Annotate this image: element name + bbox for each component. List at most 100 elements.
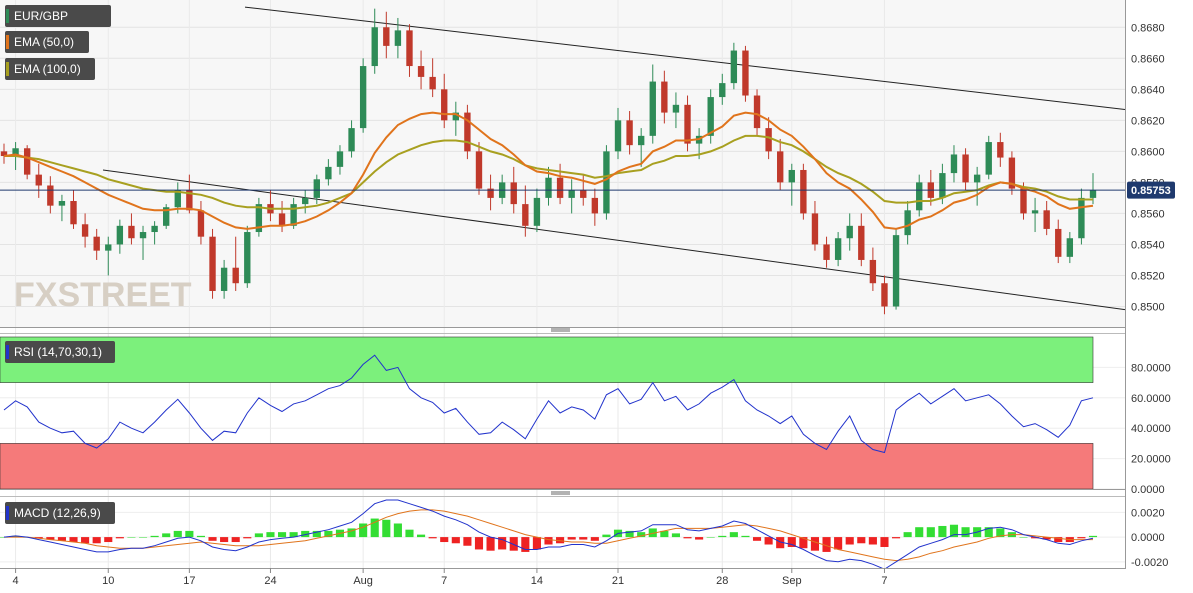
candle-body xyxy=(962,154,969,183)
macd-histogram-bar xyxy=(243,537,252,539)
legend-tag-ema50[interactable]: EMA (50,0) xyxy=(5,31,89,53)
x-tick-label: 4 xyxy=(13,575,19,587)
rsi-oversold-zone xyxy=(0,443,1094,490)
candle-body xyxy=(904,210,911,236)
macd-signal-line xyxy=(4,509,1093,562)
candle-body xyxy=(70,201,77,225)
legend-label-ema50: EMA (50,0) xyxy=(14,35,74,49)
candle-body xyxy=(1020,188,1027,214)
macd-histogram-bar xyxy=(903,532,912,538)
macd-histogram-bar xyxy=(845,537,854,545)
candle-body xyxy=(742,50,749,96)
x-axis-labels: 4 10 17 24 Aug 7 14 21 28 Sep 7 xyxy=(13,568,888,587)
macd-histogram-bar xyxy=(289,532,298,538)
macd-histogram-bar xyxy=(451,537,460,544)
candle-body xyxy=(139,232,147,239)
candle-body xyxy=(603,151,610,214)
macd-histogram-bar xyxy=(729,532,738,538)
y-tick-rsi: 80.0000 xyxy=(1131,362,1171,374)
candle-body xyxy=(336,151,344,167)
candle-body xyxy=(614,120,622,152)
watermark-logo: FXSTREET xyxy=(14,276,192,314)
candle-body xyxy=(522,204,529,226)
candle-body xyxy=(869,259,877,284)
candle-body xyxy=(811,213,819,245)
macd-histogram-bar xyxy=(926,527,935,538)
candle-body xyxy=(985,142,992,175)
candle-body xyxy=(1078,197,1085,239)
macd-histogram-bar xyxy=(671,533,680,538)
y-tick-macd: 0.0020 xyxy=(1131,507,1165,519)
candle-body xyxy=(846,225,853,239)
x-tick-label: Aug xyxy=(353,575,373,587)
candle-body xyxy=(220,267,228,291)
x-tick-label: 28 xyxy=(716,575,728,587)
macd-histogram-bar xyxy=(370,518,379,538)
macd-histogram-bar xyxy=(11,535,20,538)
candle-body xyxy=(973,174,981,183)
candle-body xyxy=(12,148,19,157)
macd-histogram-bar xyxy=(648,528,657,538)
x-tick-label: 7 xyxy=(881,575,887,587)
candle-body xyxy=(290,204,297,226)
candle-body xyxy=(487,188,494,198)
pane-resize-handle-2[interactable] xyxy=(551,491,570,495)
y-tick-price: 0.8660 xyxy=(1131,53,1165,65)
macd-histogram-bar xyxy=(822,537,831,552)
y-tick-macd: 0.0000 xyxy=(1131,532,1165,544)
x-tick-label: 21 xyxy=(612,575,624,587)
ema-lines xyxy=(3,111,1094,230)
trend-line xyxy=(102,169,1125,311)
candle-body xyxy=(626,120,633,146)
macd-histogram-bar xyxy=(104,537,113,543)
macd-histogram-bar xyxy=(417,534,426,538)
candle-body xyxy=(1089,190,1097,198)
macd-histogram-bar xyxy=(1031,537,1040,539)
candle-body xyxy=(359,66,367,129)
candle-body xyxy=(765,128,772,152)
macd-histogram-bar xyxy=(196,535,206,538)
pane-resize-handle-1[interactable] xyxy=(551,328,570,332)
y-tick-price: 0.8540 xyxy=(1131,239,1165,251)
y-tick-price: 0.8520 xyxy=(1131,270,1165,282)
candle-body xyxy=(1055,228,1062,257)
legend-tag-ema100[interactable]: EMA (100,0) xyxy=(5,58,95,80)
candle-body xyxy=(313,179,320,198)
candle-body xyxy=(394,30,402,46)
candle-body xyxy=(1031,210,1039,214)
macd-histogram-bar xyxy=(718,535,727,538)
macd-line xyxy=(3,499,1094,568)
candle-body xyxy=(163,207,170,226)
candle-body xyxy=(429,76,436,90)
candle-body xyxy=(209,236,216,291)
candle-body xyxy=(47,185,54,206)
macd-histogram xyxy=(0,518,1098,552)
trend-line xyxy=(244,6,1125,110)
macd-histogram-bar xyxy=(474,537,484,550)
macd-histogram-bar xyxy=(556,537,565,544)
candle-body xyxy=(533,197,541,226)
candle-body xyxy=(788,169,795,183)
macd-histogram-bar xyxy=(486,537,495,551)
macd-histogram-bar xyxy=(46,537,55,540)
candle-body xyxy=(255,204,263,233)
y-tick-price: 0.8500 xyxy=(1131,301,1165,313)
legend-label-rsi: RSI (14,70,30,1) xyxy=(14,345,102,359)
candle-body xyxy=(858,225,865,260)
macd-histogram-bar xyxy=(880,537,889,547)
candle-body xyxy=(0,151,8,157)
candle-body xyxy=(151,225,158,233)
legend-tag-macd[interactable]: MACD (12,26,9) xyxy=(5,502,115,524)
legend-tag-eurgbp[interactable]: EUR/GBP xyxy=(5,5,111,27)
macd-histogram-bar xyxy=(220,537,229,543)
x-tick-label: 10 xyxy=(102,575,114,587)
candle-body xyxy=(649,81,656,136)
macd-histogram-bar xyxy=(660,530,669,538)
macd-histogram-bar xyxy=(509,537,518,551)
candle-body xyxy=(128,225,135,239)
macd-histogram-bar xyxy=(752,537,762,541)
candle-body xyxy=(371,27,378,67)
legend-tag-rsi[interactable]: RSI (14,70,30,1) xyxy=(5,341,115,363)
candle-body xyxy=(568,190,575,198)
candle-body xyxy=(23,148,31,175)
